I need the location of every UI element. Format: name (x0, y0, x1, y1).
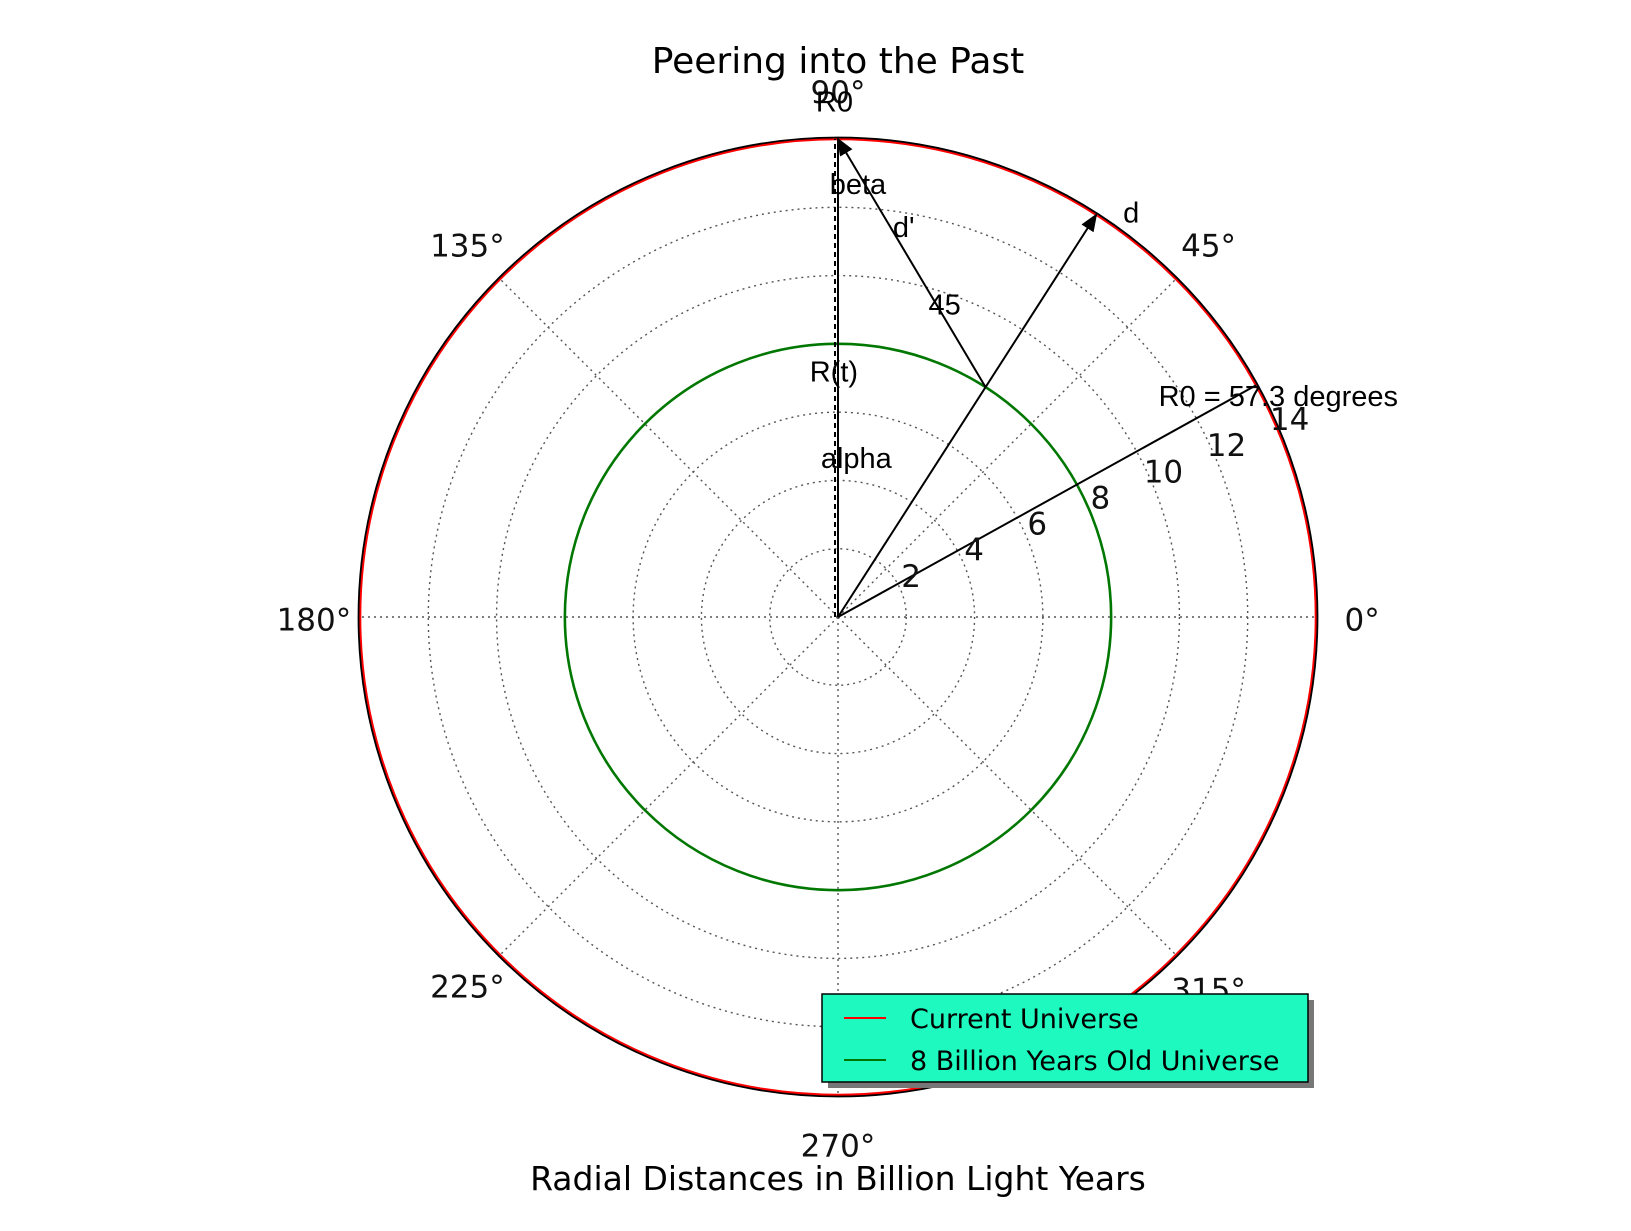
annotation-text-6: R(t) (810, 356, 858, 388)
annotation-text-7: alpha (821, 443, 893, 475)
chart-title: Peering into the Past (652, 41, 1025, 82)
theta-tick-label-45: 45° (1181, 228, 1236, 264)
angular-gridline-315 (837, 616, 1177, 956)
x-axis-label: Radial Distances in Billion Light Years (530, 1159, 1146, 1198)
radial-gridline-2 (769, 548, 907, 686)
radial-tick-label-2: 2 (901, 559, 921, 595)
radial-tick-label-6: 6 (1027, 507, 1047, 543)
radial-tick-label-8: 8 (1090, 480, 1110, 516)
legend-box (821, 993, 1309, 1083)
legend-label-0: Current Universe (910, 1004, 1139, 1035)
annotation-text-4: 45 (928, 289, 960, 321)
annotation-text-1: d (1123, 197, 1139, 229)
theta-tick-label-0: 0° (1344, 603, 1379, 639)
legend-label-1: 8 Billion Years Old Universe (910, 1046, 1280, 1077)
angular-gridline-225 (499, 616, 839, 956)
radial-tick-label-10: 10 (1144, 454, 1183, 490)
annotation-text-3: d' (893, 212, 915, 244)
radial-tick-label-14: 14 (1270, 402, 1309, 438)
vector-line-4 (837, 384, 1257, 618)
annotation-text-0: R0 (816, 87, 853, 119)
radial-tick-label-4: 4 (964, 533, 984, 569)
vector-line-2 (837, 213, 1098, 618)
theta-tick-label-135: 135° (430, 228, 505, 264)
theta-tick-label-270: 270° (801, 1128, 876, 1164)
theta-tick-label-90: 90° (811, 75, 866, 111)
angular-gridline-135 (499, 278, 839, 618)
angular-gridline-45 (837, 278, 1177, 618)
annotation-text-5: R0 = 57.3 degrees (1159, 381, 1398, 413)
annotation-text-2: beta (830, 169, 887, 201)
theta-tick-label-180: 180° (277, 603, 352, 639)
radial-tick-label-12: 12 (1207, 428, 1246, 464)
theta-tick-label-225: 225° (430, 970, 505, 1006)
vector-line-3 (837, 137, 987, 388)
